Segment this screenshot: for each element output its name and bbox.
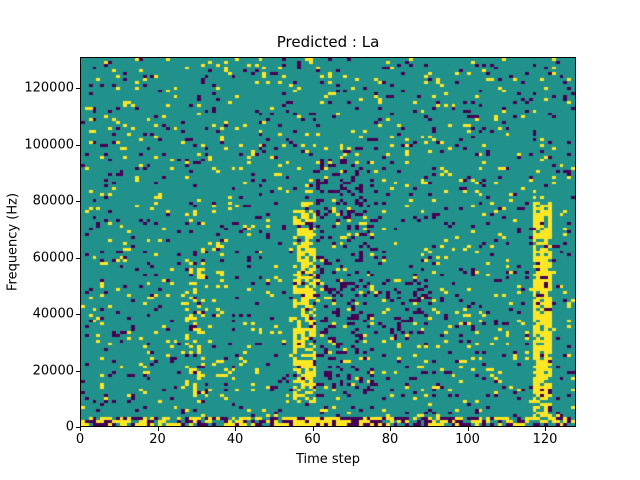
x-tick-label: 60 — [304, 432, 321, 447]
y-tick-mark — [76, 144, 80, 146]
y-tick-mark — [76, 314, 80, 316]
y-axis-label: Frequency (Hz) — [5, 192, 21, 292]
x-tick-label: 100 — [455, 432, 480, 447]
plot-area — [80, 57, 576, 427]
x-tick-mark — [545, 427, 546, 431]
x-tick-mark — [312, 427, 314, 431]
y-tick-mark — [76, 201, 80, 203]
x-tick-label: 0 — [75, 432, 85, 447]
x-tick-mark — [390, 427, 391, 431]
y-tick-label: 120000 — [24, 80, 74, 96]
y-tick-mark — [76, 88, 80, 90]
x-tick-label: 80 — [381, 432, 399, 447]
y-tick-mark — [76, 427, 80, 428]
heatmap-canvas — [81, 58, 575, 426]
x-tick-label: 40 — [226, 432, 244, 447]
chart-title: Predicted : La — [276, 33, 380, 51]
x-tick-mark — [235, 427, 236, 431]
x-tick-mark — [467, 427, 469, 431]
y-tick-label: 80000 — [32, 193, 74, 209]
x-tick-mark — [157, 427, 159, 431]
x-tick-mark — [80, 427, 81, 431]
y-tick-label: 20000 — [32, 363, 74, 379]
y-tick-label: 0 — [65, 419, 74, 435]
y-tick-label: 100000 — [24, 137, 74, 153]
x-tick-label: 120 — [532, 432, 558, 447]
x-tick-label: 20 — [149, 432, 166, 447]
y-tick-mark — [76, 257, 80, 259]
y-tick-mark — [76, 370, 80, 372]
y-tick-label: 40000 — [32, 306, 74, 322]
y-tick-label: 60000 — [32, 250, 74, 266]
x-axis-label: Time step — [295, 452, 361, 467]
